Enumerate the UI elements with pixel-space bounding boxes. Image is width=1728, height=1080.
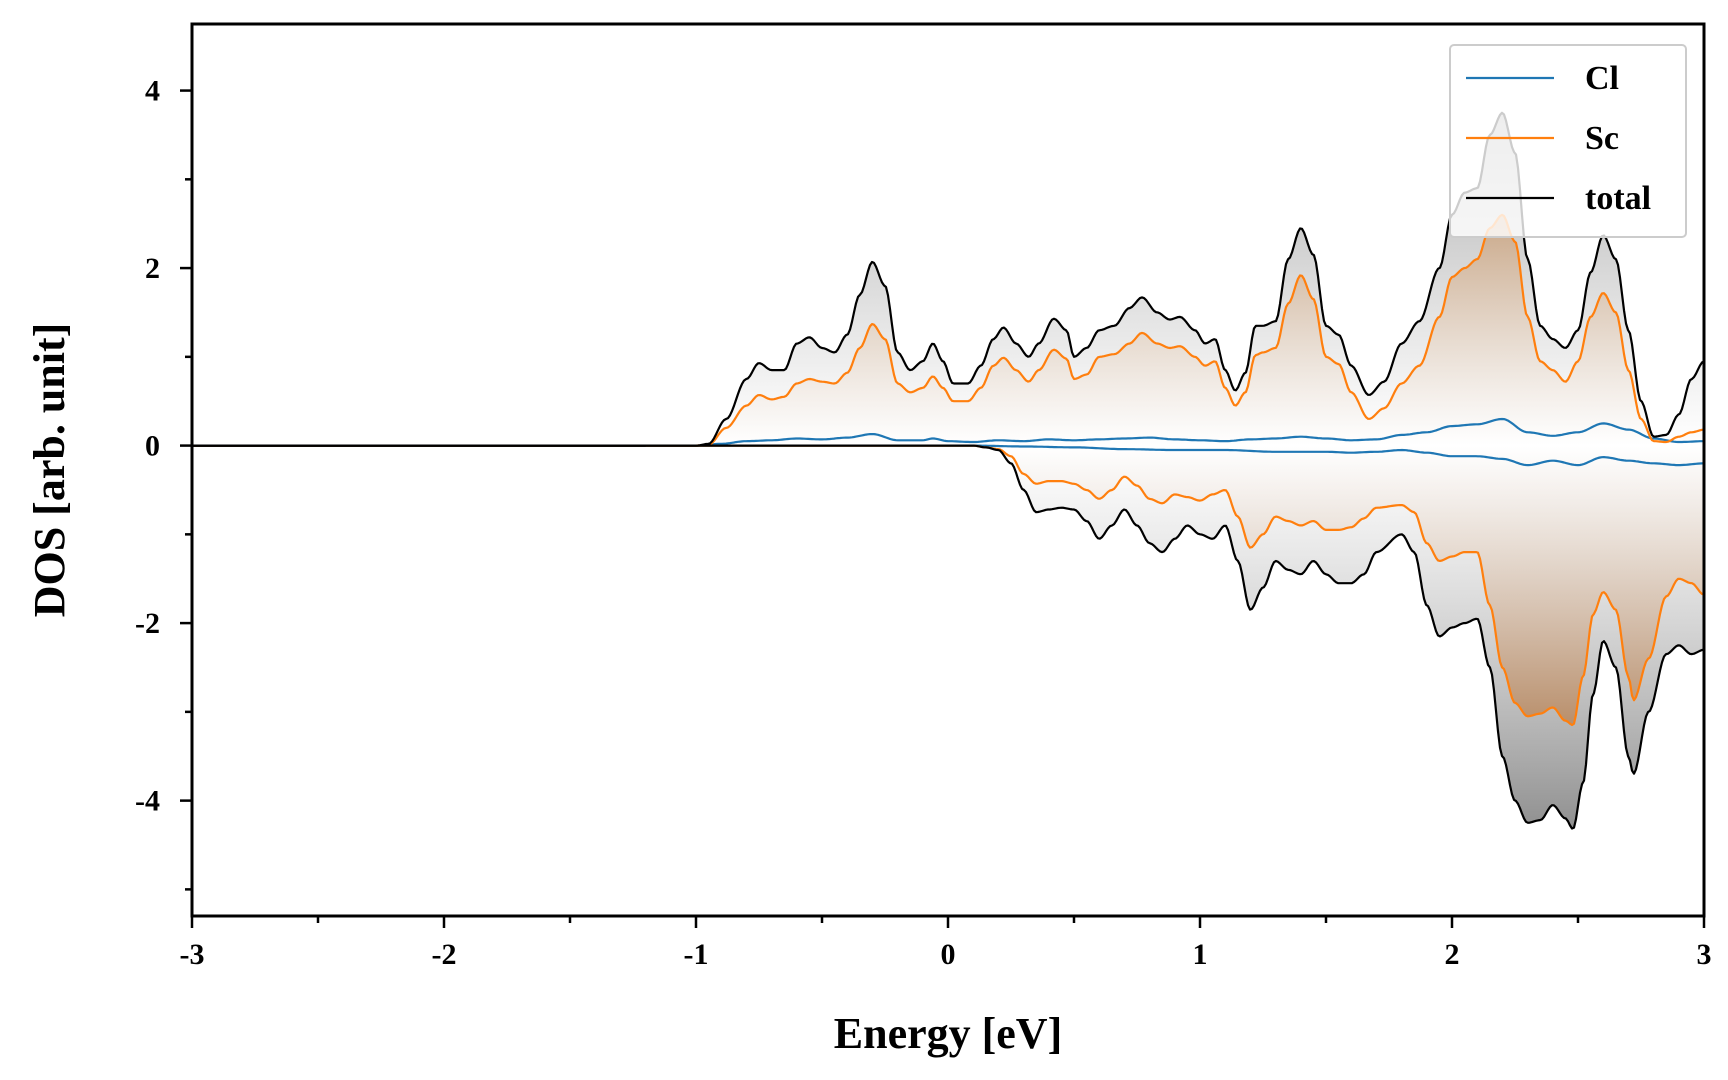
fill-total-down: [192, 445, 1704, 829]
y-tick-label: 4: [145, 75, 160, 108]
x-axis-ticks: -3 -2 -1 0 1 2 3: [180, 916, 1712, 971]
y-tick-label: -4: [135, 785, 160, 818]
y-tick-label: 2: [145, 252, 160, 285]
x-axis-label: Energy [eV]: [834, 1009, 1063, 1058]
x-tick-label: 3: [1697, 938, 1712, 971]
dos-fills: [192, 112, 1704, 829]
legend-label-total: total: [1585, 180, 1651, 217]
fill-sc-up: [192, 214, 1704, 446]
x-tick-label: -2: [432, 938, 457, 971]
legend-box: [1449, 44, 1687, 238]
legend: Cl Sc total: [1449, 44, 1687, 238]
x-tick-label: -3: [180, 938, 205, 971]
y-axis-label: DOS [arb. unit]: [25, 323, 74, 618]
legend-label-cl: Cl: [1585, 60, 1619, 97]
fill-sc-down: [192, 445, 1704, 725]
y-tick-label: -2: [135, 607, 160, 640]
x-tick-label: -1: [684, 938, 709, 971]
x-tick-label: 2: [1445, 938, 1460, 971]
legend-label-sc: Sc: [1585, 120, 1619, 157]
x-tick-label: 0: [941, 938, 956, 971]
y-axis-ticks: -4 -2 0 2 4: [135, 75, 192, 891]
x-tick-label: 1: [1193, 938, 1208, 971]
y-tick-label: 0: [145, 430, 160, 463]
